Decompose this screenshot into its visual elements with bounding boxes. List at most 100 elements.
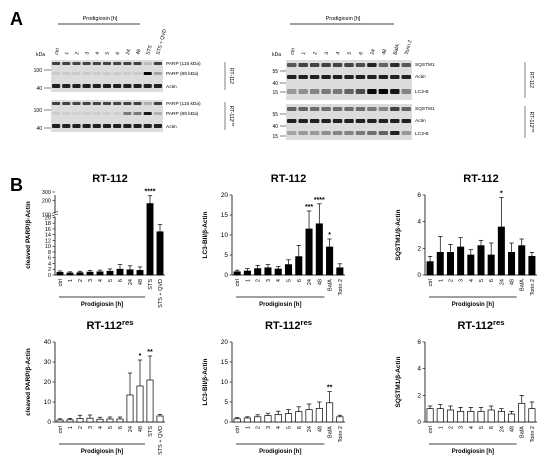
bar	[518, 245, 526, 276]
category-label: Torin 2	[338, 279, 344, 296]
category-label: 5	[108, 426, 114, 429]
y-tick-label: 6	[417, 339, 421, 346]
category-label: Torin 2	[338, 426, 344, 443]
bar	[106, 270, 114, 276]
category-label: 6	[118, 426, 124, 429]
y-tick-label: 20	[221, 339, 229, 346]
y-tick-label: 200	[42, 198, 51, 204]
bar	[477, 410, 485, 423]
panel-a-letter: A	[10, 9, 23, 29]
bar	[426, 408, 434, 423]
bar	[497, 226, 505, 276]
category-label: 48	[510, 279, 516, 285]
y-tick-label: 0	[417, 272, 421, 279]
bar	[528, 255, 536, 276]
y-tick-label: 0	[224, 272, 228, 279]
bar	[426, 261, 434, 276]
category-label: 1	[68, 279, 74, 282]
y-tick-label: 20	[45, 215, 51, 221]
bar	[126, 269, 134, 276]
significance-mark: *	[328, 232, 331, 239]
bar	[56, 272, 64, 276]
category-label: ctrl	[428, 426, 434, 433]
chart-title: RT-112res	[86, 318, 133, 333]
category-label: 6	[489, 279, 495, 282]
category-label: 3	[88, 426, 94, 429]
y-tick-label: 2	[417, 245, 421, 252]
x-axis-label: Prodigiosin [h]	[259, 302, 301, 308]
significance-mark: **	[147, 349, 153, 356]
y-axis-label: cleaved PARP/β-Actin	[25, 348, 32, 415]
bar	[315, 223, 323, 276]
y-axis-label: SQSTM1/β-Actin	[395, 357, 402, 408]
x-axis-label: Prodigiosin [h]	[452, 302, 494, 308]
bar	[336, 416, 344, 423]
bar	[66, 419, 74, 423]
category-label: BafA	[520, 426, 526, 438]
bar	[156, 231, 164, 276]
bar	[254, 268, 262, 276]
bar	[305, 409, 313, 423]
y-tick-label: 6	[417, 192, 421, 199]
bar	[446, 251, 454, 276]
category-label: 24	[128, 426, 134, 432]
y-tick-label: 40	[44, 339, 52, 346]
y-tick-label: 0	[417, 419, 421, 426]
bar	[264, 415, 272, 423]
bar	[156, 415, 164, 423]
y-tick-label: 2	[48, 267, 51, 273]
chart-title: RT-112	[463, 173, 498, 185]
bar	[508, 413, 516, 423]
category-label: 2	[448, 279, 454, 282]
category-label: BafA	[328, 279, 334, 291]
y-tick-label: 10	[221, 379, 229, 386]
category-label: 4	[98, 279, 104, 282]
bar	[528, 408, 536, 423]
bar	[436, 251, 444, 276]
bar	[295, 256, 303, 276]
category-label: 48	[317, 426, 323, 432]
bar	[477, 245, 485, 276]
bar	[116, 418, 124, 423]
y-tick-label: 100	[42, 212, 51, 218]
y-tick-label: 15	[221, 212, 229, 219]
category-label: 48	[138, 426, 144, 432]
significance-mark: **	[327, 385, 333, 392]
category-label: 2	[256, 426, 262, 429]
bar	[126, 394, 134, 423]
x-axis-label: Prodigiosin [h]	[452, 449, 494, 455]
bar	[467, 254, 475, 276]
chart-title: RT-112res	[265, 318, 312, 333]
category-label: 5	[108, 279, 114, 282]
bar	[233, 271, 241, 276]
significance-mark: ****	[145, 189, 156, 196]
chart-title: RT-112res	[457, 318, 504, 333]
bar	[86, 271, 94, 276]
y-tick-label: 20	[44, 379, 52, 386]
category-label: STS + QVD	[158, 426, 164, 455]
y-tick-label: 30	[44, 359, 52, 366]
bar	[508, 251, 516, 276]
category-label: 1	[438, 426, 444, 429]
category-label: ctrl	[235, 279, 241, 286]
category-label: 6	[297, 426, 303, 429]
bar	[457, 246, 465, 276]
category-label: 1	[245, 279, 251, 282]
bar	[457, 410, 465, 423]
bar	[56, 419, 64, 423]
bar	[136, 385, 144, 423]
category-label: 1	[438, 279, 444, 282]
y-tick-label: 300	[42, 190, 51, 196]
category-label: BafA	[520, 279, 526, 291]
chart-title: RT-112	[271, 173, 306, 185]
category-label: 5	[479, 426, 485, 429]
category-label: ctrl	[428, 279, 434, 286]
bar	[233, 418, 241, 423]
y-axis-label: SQSTM1/β-Actin	[395, 210, 402, 261]
y-tick-label: 8	[48, 250, 51, 256]
bar	[66, 272, 74, 276]
y-tick-label: 2	[417, 392, 421, 399]
bar	[518, 402, 526, 423]
